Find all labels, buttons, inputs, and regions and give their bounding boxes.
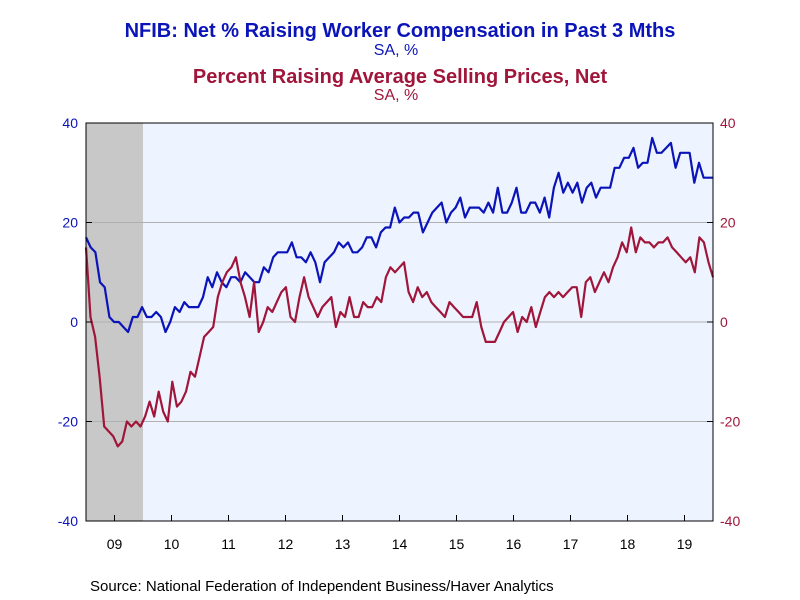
chart-title-2: Percent Raising Average Selling Prices, … [192, 66, 608, 88]
y-left-tick-label: 20 [62, 215, 78, 231]
x-tick-label: 09 [107, 536, 123, 552]
x-tick-label: 18 [620, 536, 636, 552]
x-tick-label: 19 [677, 536, 693, 552]
y-right-tick-label: -40 [720, 513, 740, 529]
y-left-tick-label: -40 [58, 513, 78, 529]
x-tick-label: 13 [335, 536, 351, 552]
y-left-tick-label: 40 [62, 115, 78, 131]
x-tick-label: 16 [506, 536, 522, 552]
x-tick-label: 12 [278, 536, 294, 552]
source-note: Source: National Federation of Independe… [90, 578, 554, 595]
chart-title-1: NFIB: Net % Raising Worker Compensation … [124, 20, 676, 42]
chart-subtitle-2: SA, % [373, 87, 419, 104]
chart-subtitle-1: SA, % [373, 42, 419, 59]
x-tick-label: 14 [392, 536, 408, 552]
x-tick-label: 17 [563, 536, 579, 552]
series-line-worker-compensation [85, 136, 713, 334]
series-line-selling-prices [84, 226, 715, 448]
y-right-tick-label: -20 [720, 414, 740, 430]
y-right-tick-label: 40 [720, 115, 736, 131]
x-tick-label: 11 [221, 536, 236, 552]
x-tick-label: 10 [164, 536, 180, 552]
y-left-tick-label: -20 [58, 414, 78, 430]
x-tick-label: 15 [449, 536, 465, 552]
y-left-tick-label: 0 [70, 314, 78, 330]
y-right-tick-label: 20 [720, 215, 736, 231]
y-right-tick-label: 0 [720, 314, 728, 330]
